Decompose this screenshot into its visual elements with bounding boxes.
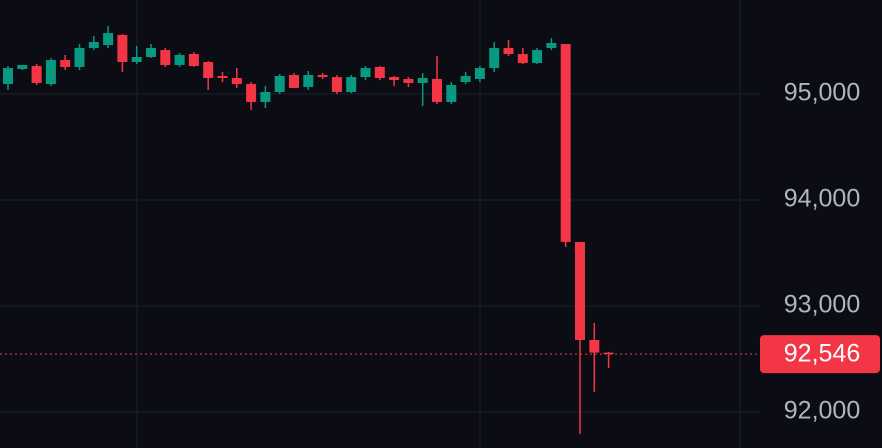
candle-body [446,85,457,102]
candle-body [532,50,543,64]
candle-body [60,59,71,67]
candle-body [17,64,28,69]
candle-body [88,41,99,49]
candle-body [274,75,285,92]
candle-body [3,68,13,85]
candle-body [575,241,585,341]
candle-body [203,62,214,79]
candle-body [146,48,156,58]
y-tick-label: 95,000 [784,79,860,107]
candle-body [117,34,128,63]
price-axis: 92,000 93,000 94,000 95,000 92,546 [760,79,880,425]
current-price-badge [760,335,880,374]
candle-body [503,48,514,55]
y-tick-label: 93,000 [784,291,860,319]
candle-body [74,48,85,67]
candle-body [603,352,614,355]
candle-body [317,75,328,78]
candle-body [217,75,228,79]
candle-body [374,66,385,79]
candle-body [231,78,242,85]
candle-body [560,43,571,242]
candle-body [289,75,299,88]
y-tick-label: 94,000 [784,185,860,213]
candle-body [303,75,314,88]
grid [0,93,760,413]
candle-body [417,78,428,83]
candle-body [260,91,271,102]
candle-body [188,54,199,67]
candle-body [346,77,357,92]
candle-body [389,77,400,81]
y-tick-label: 92,000 [784,397,860,425]
candle-body [160,50,171,65]
candle-body [103,33,114,46]
candle-body [174,55,185,65]
candle-body [474,68,485,79]
candle-body [403,78,414,83]
candle-body [517,54,528,64]
candle-body [31,66,42,83]
candle-body [360,68,371,78]
candle-body [589,340,600,353]
candle-body [131,57,142,63]
candle-body [432,78,442,102]
candle-body [460,75,471,83]
candle-body [246,84,257,102]
candles [3,26,614,435]
candle-body [546,43,557,49]
candle-body [45,59,56,85]
candle-body [331,77,342,92]
current-price-label: 92,546 [784,340,860,368]
candle-body [489,48,500,69]
